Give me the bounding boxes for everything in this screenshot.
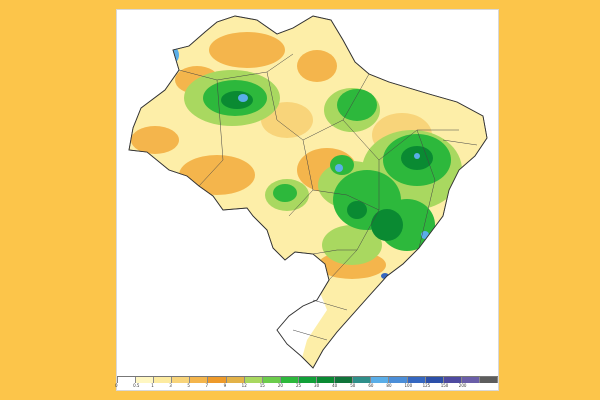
legend-swatch: 3: [169, 377, 191, 388]
brazil-precipitation-map: [128, 15, 488, 369]
legend-swatch: [479, 377, 498, 383]
precipitation-legend: 0 0.5 1 3 5 7 9 12 15 20 25 30 40 50 60 80 100 125 150 200: [115, 376, 498, 390]
legend-swatch: 7: [205, 377, 227, 388]
legend-swatch: 25: [296, 377, 318, 388]
legend-label: 80: [386, 383, 392, 388]
state-borders: [178, 53, 478, 341]
legend-swatch: 0: [115, 377, 137, 388]
legend-swatch: 50: [350, 377, 372, 388]
legend-label: 15: [259, 383, 265, 388]
legend-swatch: 12: [242, 377, 263, 388]
legend-label: 100: [404, 383, 413, 388]
legend-label: 30: [314, 383, 320, 388]
legend-swatch: 150: [441, 377, 462, 388]
legend-swatch: 100: [405, 377, 426, 388]
legend-label: 5: [187, 383, 190, 388]
legend-label: 125: [422, 383, 431, 388]
legend-swatch: 15: [260, 377, 281, 388]
legend-label: 0.5: [133, 383, 140, 388]
legend-label: 12: [241, 383, 247, 388]
legend-swatch: 0.5: [133, 377, 155, 388]
legend-swatch: 30: [314, 377, 336, 388]
legend-swatch: 9: [224, 377, 245, 388]
legend-label: 200: [458, 383, 467, 388]
legend-label: 25: [295, 383, 302, 388]
legend-swatch: 20: [278, 377, 299, 388]
legend-swatch: 40: [332, 377, 354, 388]
legend-label: 3: [169, 383, 172, 388]
legend-swatch: 1: [151, 377, 173, 388]
legend-label: 150: [440, 383, 449, 388]
legend-label: 40: [332, 383, 338, 388]
legend-label: 1: [151, 383, 154, 388]
precipitation-fields: [131, 32, 462, 368]
legend-label: 7: [205, 383, 209, 388]
legend-label: 9: [223, 383, 227, 388]
legend-label: 60: [368, 383, 374, 388]
legend-swatch: 200: [459, 377, 480, 388]
legend-swatch: 60: [368, 377, 390, 388]
legend-label: 20: [277, 383, 283, 388]
legend-label: 0: [115, 383, 118, 388]
legend-swatch: 80: [386, 377, 408, 388]
legend-swatch: 5: [187, 377, 209, 388]
legend-label: 50: [350, 383, 356, 388]
map-panel: 0 0.5 1 3 5 7 9 12 15 20 25 30 40 50 60 80 100 125 150 200: [115, 9, 499, 391]
legend-swatch: 125: [423, 377, 444, 388]
